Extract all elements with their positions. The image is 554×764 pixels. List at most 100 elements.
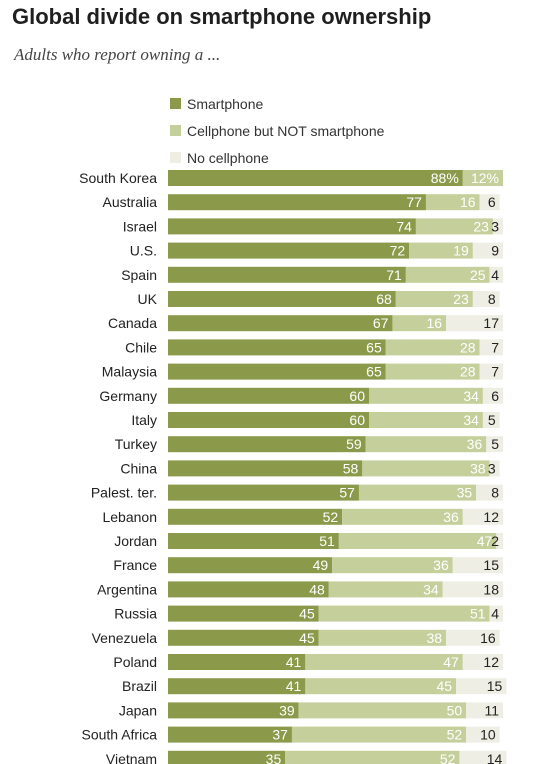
value-label-no-cellphone-u-s: 9 [491,243,499,259]
value-label-cellphone-only-south-korea: 12% [471,170,499,186]
bar-smartphone-germany [168,387,369,404]
bar-no-cellphone-israel [492,218,503,235]
bar-no-cellphone-spain [489,266,503,283]
category-label-argentina: Argentina [97,581,157,597]
value-label-no-cellphone-vietnam: 14 [487,751,503,764]
value-label-smartphone-australia: 77 [406,194,422,210]
value-label-smartphone-lebanon: 52 [323,509,339,525]
bar-smartphone-lebanon [168,508,343,525]
bar-cellphone-only-lebanon [342,508,463,525]
bar-cellphone-only-poland [305,654,463,670]
value-label-smartphone-russia: 45 [299,606,315,622]
bar-smartphone-australia [168,194,426,211]
category-label-italy: Italy [131,412,157,428]
value-label-smartphone-france: 49 [313,557,329,573]
value-label-smartphone-south-africa: 37 [272,727,288,743]
value-label-smartphone-jordan: 51 [319,533,335,549]
bar-cellphone-only-chile [385,339,480,356]
bar-no-cellphone-france [452,557,503,574]
value-label-cellphone-only-russia: 51 [470,606,486,622]
legend-item-no-cellphone: No cellphone [170,144,384,171]
category-label-australia: Australia [103,194,158,210]
value-label-no-cellphone-turkey: 5 [491,436,499,452]
bar-smartphone-turkey [168,436,366,453]
bar-no-cellphone-south-africa [466,726,500,743]
value-label-smartphone-poland: 41 [286,654,302,670]
value-label-cellphone-only-uk: 23 [453,291,469,307]
value-label-no-cellphone-uk: 8 [488,291,496,307]
category-label-venezuela: Venezuela [92,630,158,646]
bar-cellphone-only-palest-ter [358,484,477,501]
bar-cellphone-only-venezuela [318,629,447,646]
bar-smartphone-south-africa [168,726,292,743]
value-label-cellphone-only-germany: 34 [463,388,479,404]
value-label-cellphone-only-palest-ter: 35 [457,485,473,501]
value-label-no-cellphone-israel: 3 [491,218,499,234]
bar-smartphone-jordan [168,533,339,549]
value-label-cellphone-only-poland: 47 [443,654,459,670]
category-label-vietnam: Vietnam [106,751,157,764]
value-label-no-cellphone-china: 3 [488,460,496,476]
value-label-smartphone-japan: 39 [279,702,295,718]
value-label-no-cellphone-malaysia: 7 [491,364,499,380]
bar-smartphone-argentina [168,581,329,598]
value-label-cellphone-only-turkey: 36 [467,436,483,452]
bar-no-cellphone-chile [479,339,503,356]
value-label-smartphone-chile: 65 [366,339,382,355]
bar-no-cellphone-poland [462,654,503,670]
legend-label-cellphone: Cellphone but NOT smartphone [187,122,385,139]
legend-swatch-no-cellphone [170,152,181,163]
value-label-no-cellphone-argentina: 18 [483,581,499,597]
bar-smartphone-canada [168,315,393,332]
category-label-south-korea: South Korea [79,170,157,186]
category-label-germany: Germany [99,388,157,404]
category-label-japan: Japan [119,702,157,718]
bar-cellphone-only-israel [415,218,493,235]
value-label-no-cellphone-chile: 7 [491,339,499,355]
value-label-smartphone-china: 58 [343,460,359,476]
category-label-malaysia: Malaysia [102,364,157,380]
bar-cellphone-only-vietnam [285,750,460,764]
category-label-uk: UK [138,291,158,307]
value-label-smartphone-germany: 60 [349,388,365,404]
category-label-spain: Spain [121,267,157,283]
value-label-smartphone-israel: 74 [396,218,412,234]
bar-cellphone-only-u-s [409,242,473,259]
bar-smartphone-malaysia [168,363,386,380]
bar-smartphone-venezuela [168,629,319,646]
value-label-cellphone-only-italy: 34 [463,412,479,428]
value-label-cellphone-only-israel: 23 [473,218,489,234]
bar-smartphone-palest-ter [168,484,359,501]
category-label-israel: Israel [123,218,157,234]
value-label-cellphone-only-argentina: 34 [423,581,439,597]
bar-smartphone-brazil [168,678,306,695]
bar-smartphone-south-korea [168,170,463,186]
bar-smartphone-spain [168,266,406,283]
bar-no-cellphone-japan [466,702,503,719]
bar-cellphone-only-south-korea [462,170,503,186]
value-label-no-cellphone-italy: 5 [488,412,496,428]
category-label-lebanon: Lebanon [102,509,157,525]
value-label-no-cellphone-japan: 11 [484,702,499,718]
legend-item-cellphone: Cellphone but NOT smartphone [170,117,384,144]
bar-no-cellphone-canada [446,315,503,332]
bar-cellphone-only-france [332,557,453,574]
bar-cellphone-only-japan [298,702,467,719]
value-label-cellphone-only-spain: 25 [470,267,486,283]
category-label-palest-ter: Palest. ter. [91,485,157,501]
value-label-smartphone-turkey: 59 [346,436,362,452]
value-label-no-cellphone-spain: 4 [491,267,499,283]
chart-subtitle: Adults who report owning a ... [14,45,221,64]
bar-smartphone-france [168,557,333,574]
bar-cellphone-only-italy [369,412,483,428]
bar-smartphone-vietnam [168,750,286,764]
value-label-no-cellphone-south-africa: 10 [480,727,496,743]
bar-no-cellphone-palest-ter [476,484,503,501]
bar-smartphone-china [168,460,363,477]
bar-smartphone-chile [168,339,386,356]
bar-cellphone-only-argentina [328,581,443,598]
bar-no-cellphone-vietnam [459,750,507,764]
category-label-france: France [113,557,157,573]
bar-cellphone-only-germany [369,387,483,404]
